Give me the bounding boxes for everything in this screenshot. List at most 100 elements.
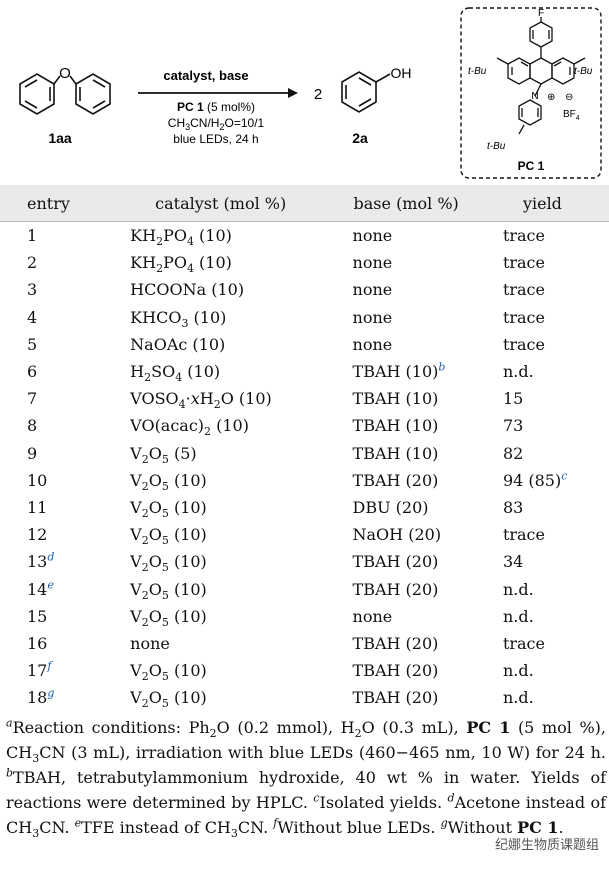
- cell-catalyst: V2O5 (10): [130, 661, 207, 684]
- cell-entry: 9: [27, 443, 38, 463]
- footnote-a-mark: a: [6, 716, 13, 730]
- cell-base: none: [352, 280, 393, 300]
- table-row: 5 NaOAc (10) none trace: [0, 331, 609, 358]
- cell-entry: 5: [27, 334, 38, 354]
- arrow-below-3: blue LEDs, 24 h: [173, 132, 258, 146]
- header-yield: yield: [502, 185, 609, 222]
- table-row: 2 KH2PO4 (10) none trace: [0, 249, 609, 276]
- cell-yield: n.d.: [502, 688, 534, 708]
- cell-entry: 13d: [27, 551, 55, 572]
- footnote-b-mark: b: [6, 766, 14, 780]
- cell-base: TBAH (20): [352, 470, 439, 490]
- cell-entry: 1: [27, 226, 38, 246]
- pc1-box: [460, 7, 602, 179]
- pc1-f: F: [538, 8, 544, 19]
- pc1-tbu-right: t-Bu: [574, 66, 593, 77]
- footnote-f-mark: f: [273, 816, 278, 830]
- cell-catalyst: V2O5 (10): [130, 497, 207, 521]
- cell-entry: 6: [27, 362, 38, 382]
- cell-entry: 3: [27, 280, 38, 300]
- cell-yield: 83: [502, 497, 524, 517]
- product-label: 2a: [352, 130, 368, 146]
- table-row: 12 V2O5 (10) NaOH (20) trace: [0, 521, 609, 548]
- cell-yield: trace: [502, 334, 545, 354]
- table-row: 17f V2O5 (10) TBAH (20) n.d.: [0, 657, 609, 684]
- header-base: base (mol %): [352, 185, 503, 222]
- cell-catalyst: V2O5 (10): [130, 688, 207, 711]
- table-row: 11 V2O5 (10) DBU (20) 83: [0, 494, 609, 521]
- entry-footnote-mark: f: [47, 659, 52, 673]
- pc1-label: PC 1: [518, 159, 545, 173]
- cell-yield: trace: [502, 280, 545, 300]
- cell-entry: 8: [27, 416, 38, 436]
- cell-base: NaOH (20): [352, 525, 442, 545]
- reactant-atom-o: O: [59, 65, 71, 82]
- table-row: 3 HCOONa (10) none trace: [0, 276, 609, 303]
- cell-base: TBAH (10): [352, 389, 439, 409]
- cell-yield: trace: [502, 307, 545, 327]
- table-header-row: entry catalyst (mol %) base (mol %) yiel…: [0, 185, 609, 222]
- table-body: 1 KH2PO4 (10) none trace 2 KH2PO4 (10) none tra…: [0, 222, 609, 712]
- cell-catalyst: KHCO3 (10): [130, 307, 227, 330]
- cell-yield: 73: [502, 416, 524, 436]
- header-entry: entry: [0, 185, 131, 222]
- table-row: 6 H2SO4 (10) TBAH (10)b n.d.: [0, 358, 609, 385]
- pc1-tbu-bottom: t-Bu: [487, 141, 506, 152]
- cell-base: none: [352, 253, 393, 273]
- cell-catalyst: KH2PO4 (10): [130, 253, 232, 276]
- reactant-structure: [19, 73, 111, 115]
- results-table: entry catalyst (mol %) base (mol %) yiel…: [0, 185, 609, 711]
- cell-yield: 82: [502, 443, 524, 463]
- pc1-bf4: BF4: [563, 109, 580, 122]
- footnote-c-mark: c: [313, 791, 320, 805]
- footnote-d-mark: d: [447, 791, 455, 805]
- cell-yield: 94 (85)c: [502, 469, 568, 490]
- header-catalyst: catalyst (mol %): [130, 185, 353, 222]
- table-row: 18g V2O5 (10) TBAH (20) n.d.: [0, 684, 609, 711]
- footnote-e-mark: e: [74, 816, 82, 830]
- cell-entry: 10: [27, 470, 48, 490]
- footnote-e: TFE instead of CH3CN.: [81, 818, 274, 841]
- entry-footnote-mark: e: [47, 578, 54, 592]
- pc1-structure: [496, 17, 586, 135]
- base-footnote-mark: b: [438, 360, 446, 374]
- cell-yield: trace: [502, 253, 545, 273]
- table-row: 9 V2O5 (5) TBAH (10) 82: [0, 440, 609, 467]
- footnote-a: Reaction conditions: Ph2O (0.2 mmol), H2…: [6, 718, 607, 766]
- table-row: 16 none TBAH (20) trace: [0, 630, 609, 657]
- cell-entry: 15: [27, 606, 48, 626]
- cell-catalyst: H2SO4 (10): [130, 362, 221, 385]
- cell-base: TBAH (10)b: [352, 360, 446, 382]
- table-footnotes: aReaction conditions: Ph2O (0.2 mmol), H…: [6, 715, 606, 840]
- cell-yield: trace: [502, 525, 545, 545]
- cell-entry: 14e: [27, 578, 54, 599]
- cell-catalyst: VOSO4·xH2O (10): [130, 389, 272, 412]
- footnote-c: Isolated yields.: [319, 793, 448, 812]
- pc1-plus: ⊕: [547, 92, 555, 103]
- reaction-scheme: O 1aa catalyst, base PC 1 (5 mol%) CH3CN…: [19, 7, 602, 179]
- cell-catalyst: V2O5 (10): [130, 470, 207, 493]
- cell-yield: 34: [502, 552, 524, 572]
- cell-yield: 15: [502, 389, 524, 409]
- footnote-g: Without PC 1.: [447, 818, 564, 837]
- table-row: 10 V2O5 (10) TBAH (20) 94 (85)c: [0, 467, 609, 494]
- yield-footnote-mark: c: [561, 469, 568, 483]
- entry-footnote-mark: g: [47, 686, 55, 700]
- product-coefficient: 2: [314, 86, 322, 103]
- table-row: 15 V2O5 (10) none n.d.: [0, 603, 609, 630]
- cell-yield: n.d.: [502, 579, 534, 599]
- cell-entry: 16: [27, 633, 48, 653]
- footnote-g-mark: g: [440, 816, 448, 830]
- cell-catalyst: VO(acac)2 (10): [130, 416, 249, 439]
- cell-entry: 11: [27, 497, 48, 517]
- cell-base: none: [352, 307, 393, 327]
- cell-base: TBAH (20): [352, 552, 439, 572]
- cell-catalyst: KH2PO4 (10): [130, 226, 232, 249]
- cell-catalyst: NaOAc (10): [130, 334, 226, 354]
- cell-catalyst: V2O5 (10): [130, 579, 207, 602]
- cell-catalyst: HCOONa (10): [130, 280, 245, 300]
- cell-catalyst: V2O5 (5): [130, 443, 197, 466]
- cell-entry: 4: [27, 307, 38, 327]
- cell-base: TBAH (20): [352, 633, 439, 653]
- table-row: 7 VOSO4·xH2O (10) TBAH (10) 15: [0, 385, 609, 412]
